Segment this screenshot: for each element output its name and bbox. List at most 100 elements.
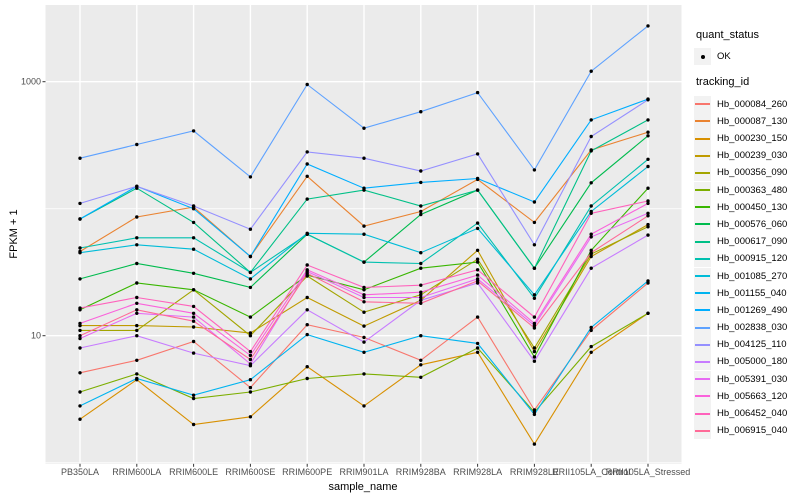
data-point bbox=[248, 315, 253, 319]
data-point bbox=[589, 325, 593, 330]
legend-line-swatch bbox=[695, 120, 710, 123]
legend-label: Hb_001269_490 bbox=[717, 304, 788, 316]
legend-title-quant-status: quant_status bbox=[696, 29, 759, 41]
data-point bbox=[305, 271, 309, 275]
data-point bbox=[362, 156, 366, 160]
legend-label: Hb_000230_150 bbox=[717, 133, 788, 145]
legend-entry: Hb_000915_120 bbox=[694, 250, 798, 268]
x-tick-label: RRIM600PE bbox=[282, 467, 333, 477]
data-point bbox=[419, 180, 423, 185]
data-point bbox=[475, 248, 480, 252]
legend-line-swatch bbox=[695, 429, 710, 432]
data-point bbox=[475, 188, 480, 192]
legend: quant_status OK tracking_id Hb_000084_26… bbox=[694, 29, 798, 440]
legend-line-swatch bbox=[695, 154, 710, 157]
data-point bbox=[475, 221, 480, 225]
legend-entry: Hb_000230_150 bbox=[694, 130, 798, 148]
data-point bbox=[419, 266, 423, 270]
legend-key bbox=[694, 319, 711, 337]
legend-entry: Hb_000363_480 bbox=[694, 181, 798, 199]
data-point bbox=[646, 311, 650, 315]
data-point bbox=[135, 372, 139, 376]
legend-key bbox=[694, 198, 711, 216]
legend-line-swatch bbox=[695, 189, 710, 192]
data-point bbox=[589, 344, 593, 349]
data-point bbox=[362, 293, 366, 297]
legend-line-swatch bbox=[695, 309, 710, 312]
data-point bbox=[589, 69, 593, 73]
data-point bbox=[475, 152, 480, 156]
data-point bbox=[248, 378, 253, 382]
legend-key bbox=[694, 147, 711, 165]
data-point bbox=[191, 311, 196, 315]
data-point bbox=[135, 323, 139, 328]
data-point bbox=[362, 340, 366, 344]
data-point bbox=[419, 298, 423, 302]
legend-entries: Hb_000084_260 Hb_000087_130 Hb_000230_150 H… bbox=[694, 95, 798, 440]
data-point bbox=[135, 281, 139, 285]
data-point bbox=[248, 415, 253, 419]
legend-label: Hb_000450_130 bbox=[717, 201, 788, 213]
x-tick-label: RRIM600LE bbox=[169, 467, 219, 477]
data-point bbox=[646, 157, 650, 161]
legend-line-swatch bbox=[695, 171, 710, 174]
data-point bbox=[248, 175, 253, 179]
y-axis-title: FPKM + 1 bbox=[8, 209, 20, 259]
legend-key bbox=[694, 215, 711, 233]
legend-key bbox=[694, 112, 711, 130]
data-point bbox=[589, 266, 593, 270]
x-tick-label: RRIM600SE bbox=[225, 467, 276, 477]
data-point bbox=[191, 236, 196, 240]
data-point bbox=[191, 351, 196, 355]
legend-line-swatch bbox=[695, 326, 710, 329]
data-point bbox=[589, 248, 593, 252]
legend-entry: Hb_004125_110 bbox=[694, 336, 798, 354]
data-point bbox=[191, 207, 196, 211]
data-point bbox=[191, 271, 196, 275]
data-point bbox=[78, 336, 82, 341]
legend-line-swatch bbox=[695, 257, 710, 260]
legend-label: Hb_005663_120 bbox=[717, 390, 788, 402]
legend-entry: Hb_001085_270 bbox=[694, 267, 798, 285]
legend-key bbox=[694, 405, 711, 423]
x-tick-label: RRIM600LA bbox=[112, 467, 162, 477]
data-point bbox=[646, 201, 650, 206]
legend-line-swatch bbox=[695, 378, 710, 381]
data-point bbox=[191, 288, 196, 292]
y-tick-label: 10 bbox=[30, 330, 41, 341]
data-point bbox=[78, 371, 82, 375]
data-point bbox=[305, 197, 309, 201]
legend-key bbox=[694, 267, 711, 285]
data-point bbox=[532, 321, 537, 326]
legend-label: Hb_000356_090 bbox=[717, 167, 788, 179]
x-tick-label: RRII105LA_Control bbox=[552, 467, 631, 477]
legend-label: Hb_000363_480 bbox=[717, 184, 788, 196]
legend-label: Hb_000576_060 bbox=[717, 218, 788, 230]
data-point bbox=[135, 215, 139, 219]
legend-entry: Hb_002838_030 bbox=[694, 319, 798, 337]
legend-key bbox=[694, 422, 711, 440]
data-point bbox=[419, 212, 423, 217]
data-point bbox=[589, 235, 593, 239]
legend-label: Hb_001085_270 bbox=[717, 270, 788, 282]
data-point bbox=[362, 335, 366, 340]
data-point bbox=[589, 328, 593, 333]
data-point bbox=[419, 204, 423, 208]
data-point bbox=[475, 315, 480, 319]
data-point bbox=[135, 311, 139, 315]
legend-line-swatch bbox=[695, 343, 710, 346]
data-point bbox=[532, 359, 537, 363]
legend-line-swatch bbox=[695, 137, 710, 140]
data-point bbox=[419, 293, 423, 297]
data-point bbox=[248, 385, 253, 390]
data-point bbox=[248, 254, 253, 259]
data-point bbox=[532, 326, 537, 330]
data-point bbox=[78, 328, 82, 333]
data-point bbox=[78, 346, 82, 350]
data-point bbox=[532, 349, 537, 354]
legend-entry: Hb_006915_040 bbox=[694, 422, 798, 440]
data-point bbox=[248, 349, 253, 354]
